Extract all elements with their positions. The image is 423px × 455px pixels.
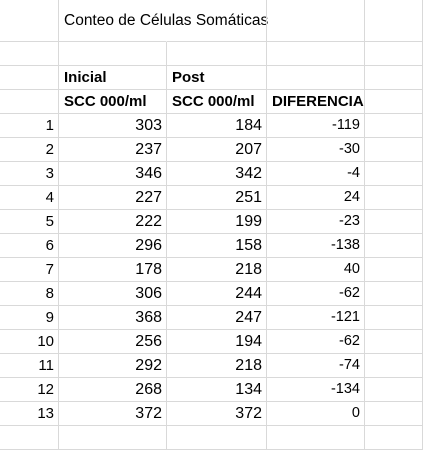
initial-value[interactable]: 237	[59, 138, 167, 162]
cell-d-header-1[interactable]	[267, 66, 365, 90]
initial-value[interactable]: 372	[59, 402, 167, 426]
header-post[interactable]: Post	[167, 66, 267, 90]
empty-cell[interactable]	[365, 354, 423, 378]
cell-d-empty-row[interactable]	[267, 42, 365, 66]
post-value[interactable]: 342	[167, 162, 267, 186]
cell-e-title-row[interactable]	[365, 0, 423, 42]
difference-value[interactable]: -23	[267, 210, 365, 234]
difference-value[interactable]: -121	[267, 306, 365, 330]
difference-value[interactable]: 24	[267, 186, 365, 210]
initial-value[interactable]: 292	[59, 354, 167, 378]
difference-value[interactable]: -30	[267, 138, 365, 162]
initial-value[interactable]: 222	[59, 210, 167, 234]
row-index[interactable]: 2	[0, 138, 59, 162]
post-value[interactable]: 247	[167, 306, 267, 330]
post-value[interactable]: 244	[167, 282, 267, 306]
post-value[interactable]: 372	[167, 402, 267, 426]
empty-cell[interactable]	[365, 402, 423, 426]
difference-value[interactable]: -62	[267, 330, 365, 354]
empty-cell[interactable]	[365, 306, 423, 330]
empty-cell[interactable]	[365, 258, 423, 282]
difference-value[interactable]: -138	[267, 234, 365, 258]
post-value[interactable]: 134	[167, 378, 267, 402]
empty-cell[interactable]	[59, 426, 167, 450]
cell-c-empty-row[interactable]	[167, 42, 267, 66]
initial-value[interactable]: 268	[59, 378, 167, 402]
empty-cell[interactable]	[365, 186, 423, 210]
initial-value[interactable]: 296	[59, 234, 167, 258]
row-index[interactable]: 3	[0, 162, 59, 186]
row-index[interactable]: 7	[0, 258, 59, 282]
post-value[interactable]: 251	[167, 186, 267, 210]
cell-e-header-2[interactable]	[365, 90, 423, 114]
empty-cell[interactable]	[365, 426, 423, 450]
row-index[interactable]: 10	[0, 330, 59, 354]
post-value[interactable]: 199	[167, 210, 267, 234]
cell-a-empty-row[interactable]	[0, 42, 59, 66]
cell-b-empty-row[interactable]	[59, 42, 167, 66]
empty-cell[interactable]	[365, 378, 423, 402]
row-index[interactable]: 12	[0, 378, 59, 402]
difference-value[interactable]: -119	[267, 114, 365, 138]
cell-a-title-row[interactable]	[0, 0, 59, 42]
header-initial[interactable]: Inicial	[59, 66, 167, 90]
initial-value[interactable]: 303	[59, 114, 167, 138]
empty-cell[interactable]	[365, 210, 423, 234]
row-index[interactable]: 5	[0, 210, 59, 234]
difference-value[interactable]: -134	[267, 378, 365, 402]
empty-cell[interactable]	[365, 282, 423, 306]
row-index[interactable]: 8	[0, 282, 59, 306]
row-index[interactable]: 6	[0, 234, 59, 258]
empty-cell[interactable]	[267, 426, 365, 450]
cell-e-empty-row[interactable]	[365, 42, 423, 66]
cell-c-title-row[interactable]	[167, 0, 267, 42]
row-index[interactable]: 11	[0, 354, 59, 378]
empty-cell[interactable]	[365, 234, 423, 258]
post-value[interactable]: 194	[167, 330, 267, 354]
difference-value[interactable]: 40	[267, 258, 365, 282]
initial-value[interactable]: 368	[59, 306, 167, 330]
empty-cell[interactable]	[365, 162, 423, 186]
header-post-scc[interactable]: SCC 000/ml	[167, 90, 267, 114]
initial-value[interactable]: 346	[59, 162, 167, 186]
post-value[interactable]: 218	[167, 258, 267, 282]
initial-value[interactable]: 178	[59, 258, 167, 282]
initial-value[interactable]: 306	[59, 282, 167, 306]
initial-value[interactable]: 227	[59, 186, 167, 210]
cell-d-title-row[interactable]	[267, 0, 365, 42]
difference-value[interactable]: -4	[267, 162, 365, 186]
header-initial-scc[interactable]: SCC 000/ml	[59, 90, 167, 114]
empty-cell[interactable]	[365, 138, 423, 162]
cell-a-header-2[interactable]	[0, 90, 59, 114]
cell-a-header-1[interactable]	[0, 66, 59, 90]
post-value[interactable]: 158	[167, 234, 267, 258]
post-value[interactable]: 184	[167, 114, 267, 138]
empty-cell[interactable]	[365, 114, 423, 138]
row-index[interactable]: 9	[0, 306, 59, 330]
cell-e-header-1[interactable]	[365, 66, 423, 90]
row-index[interactable]: 13	[0, 402, 59, 426]
empty-cell[interactable]	[167, 426, 267, 450]
post-value[interactable]: 218	[167, 354, 267, 378]
initial-value[interactable]: 256	[59, 330, 167, 354]
post-value[interactable]: 207	[167, 138, 267, 162]
row-index[interactable]: 1	[0, 114, 59, 138]
difference-value[interactable]: 0	[267, 402, 365, 426]
empty-cell[interactable]	[0, 426, 59, 450]
empty-cell[interactable]	[365, 330, 423, 354]
difference-value[interactable]: -74	[267, 354, 365, 378]
row-index[interactable]: 4	[0, 186, 59, 210]
sheet-title[interactable]: Conteo de Células Somáticas	[59, 0, 268, 42]
header-difference[interactable]: DIFERENCIA	[267, 90, 365, 114]
difference-value[interactable]: -62	[267, 282, 365, 306]
